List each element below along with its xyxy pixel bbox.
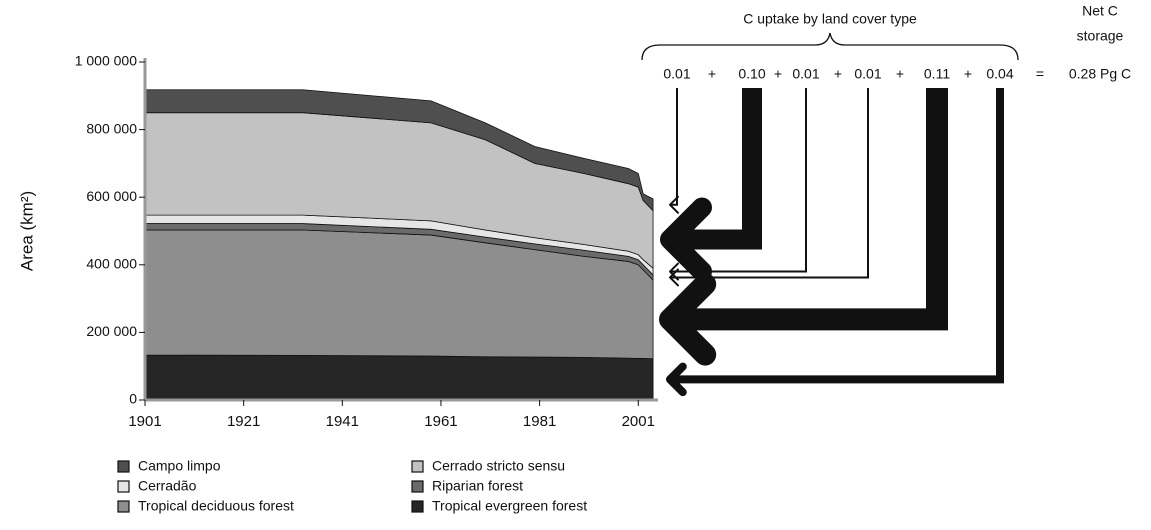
legend-label: Tropical deciduous forest [138,498,294,514]
net-total: 0.28 Pg C [1069,66,1131,82]
y-tick-label: 600 000 [86,188,137,204]
legend-label: Riparian forest [432,478,523,494]
x-tick-label: 1961 [424,413,457,430]
arrow-head [669,268,679,287]
legend-swatch [117,500,130,513]
uptake-value: 0.10 [738,66,765,82]
area [144,354,654,401]
operator: + [708,66,716,82]
uptake-arrow [674,88,1004,384]
arrow-head [659,273,717,366]
uptake-value: 0.01 [792,66,819,82]
x-tick-label: 1921 [227,413,260,430]
uptake-title: C uptake by land cover type [743,11,917,27]
legend-swatch [117,460,130,473]
y-tick-label: 1 000 000 [75,53,137,69]
y-tick-label: 200 000 [86,323,137,339]
y-tick-label: 0 [129,391,137,407]
operator: = [1036,66,1044,82]
legend-label: Cerrado stricto sensu [432,458,565,474]
uptake-arrow [671,88,678,206]
y-axis-label: Area (km²) [17,191,36,271]
legend-swatch [411,460,424,473]
arrow-head [666,362,687,397]
brace [641,32,1019,61]
legend-label: Tropical evergreen forest [432,498,587,514]
operator: + [896,66,904,82]
legend-swatch [411,500,424,513]
uptake-value: 0.01 [854,66,881,82]
uptake-arrow [680,88,762,250]
legend-swatch [411,480,424,493]
uptake-value: 0.11 [924,66,950,82]
area [144,89,654,212]
arrow-head [669,195,679,214]
operator: + [834,66,842,82]
uptake-arrow [681,88,948,331]
uptake-value: 0.04 [986,66,1013,82]
x-tick-label: 1941 [326,413,359,430]
uptake-arrow [671,88,807,273]
y-tick-label: 400 000 [86,256,137,272]
operator: + [964,66,972,82]
x-tick-label: 1901 [128,413,161,430]
net-title: Net C [1082,3,1118,19]
legend-label: Campo limpo [138,458,221,474]
legend-label: Cerradão [138,478,197,494]
operator: + [774,66,782,82]
legend-swatch [117,480,130,493]
net-title: storage [1077,28,1124,44]
x-tick-label: 1981 [523,413,556,430]
uptake-value: 0.01 [663,66,690,82]
y-tick-label: 800 000 [86,120,137,136]
arrow-head [660,197,712,282]
x-tick-label: 2001 [622,413,655,430]
uptake-arrow [671,88,869,279]
